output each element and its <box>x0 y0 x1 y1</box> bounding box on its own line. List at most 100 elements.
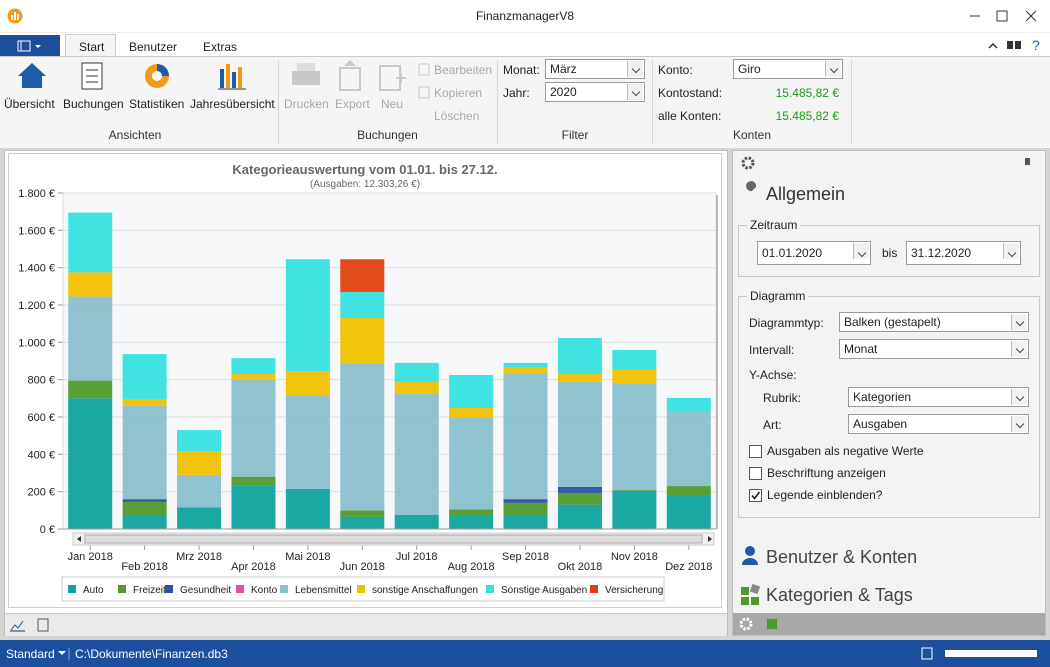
status-mode[interactable]: Standard <box>6 647 55 661</box>
bar-segment <box>394 382 439 394</box>
tab-active[interactable] <box>65 34 116 58</box>
rubrik-select[interactable]: Kategorien <box>848 387 1029 407</box>
separator <box>497 60 498 144</box>
year-select[interactable]: 2020 <box>545 82 645 102</box>
x-tick-label: Dez 2018 <box>665 561 712 573</box>
section-icons <box>741 546 761 605</box>
chart: Kategorieauswertung vom 01.01. bis 27.12… <box>18 162 718 602</box>
x-tick-label: Okt 2018 <box>558 561 603 573</box>
bar-segment <box>231 358 276 375</box>
bar-segment <box>68 272 113 297</box>
y-tick-label: 600 € <box>27 412 55 424</box>
field-label: Konto: <box>658 63 693 77</box>
ribbon-button: Drucken <box>284 97 329 111</box>
date-value: 31.12.2020 <box>911 246 972 260</box>
legend-label: Konto <box>251 585 278 596</box>
ribbon-icons <box>18 60 430 99</box>
bar-segment <box>122 354 167 399</box>
group-label: Konten <box>732 128 772 142</box>
checkbox[interactable] <box>749 467 762 480</box>
y-tick-label: 800 € <box>27 375 55 387</box>
select-value: 2020 <box>550 85 577 99</box>
status-progress <box>921 647 1037 660</box>
ribbon-button[interactable]: Jahresübersicht <box>190 97 275 111</box>
x-tick-label: Mai 2018 <box>285 551 330 563</box>
ribbon-button[interactable]: Übersicht <box>4 97 55 111</box>
checkbox[interactable] <box>749 489 762 502</box>
legend-swatch <box>357 585 365 593</box>
y-tick-label: 0 € <box>40 524 55 536</box>
app-icon <box>7 8 23 24</box>
bar-segment <box>177 430 222 451</box>
bar-segment <box>340 516 385 529</box>
y-tick-label: 1.800 € <box>18 188 55 200</box>
date-to[interactable]: 31.12.2020 <box>906 241 1021 265</box>
x-tick-label: Feb 2018 <box>121 561 167 573</box>
legend-swatch <box>236 585 244 593</box>
checkbox[interactable] <box>749 445 762 458</box>
scroll-left <box>77 536 81 542</box>
separator <box>278 60 279 144</box>
y-tick-label: 1.000 € <box>18 337 55 349</box>
tab[interactable]: Extras <box>203 40 238 54</box>
field-label: Intervall: <box>749 343 795 357</box>
date-from[interactable]: 01.01.2020 <box>757 241 871 265</box>
bar-segment <box>340 291 385 319</box>
panel-section[interactable]: Kategorien & Tags <box>766 585 913 605</box>
chart-type-select[interactable]: Balken (gestapelt) <box>839 312 1029 332</box>
date-value: 01.01.2020 <box>762 246 823 260</box>
ribbon-button[interactable]: Buchungen <box>63 97 124 111</box>
month-select[interactable]: März <box>545 59 645 79</box>
tab[interactable]: Start <box>79 40 105 54</box>
bar-segment <box>666 495 711 529</box>
status-path: C:\Dokumente\Finanzen.db3 <box>75 647 228 661</box>
bar-segment <box>177 474 222 508</box>
legend-label: Lebensmittel <box>295 585 352 596</box>
file-button[interactable] <box>0 35 60 56</box>
art-select[interactable]: Ausgaben <box>848 414 1029 434</box>
window-controls[interactable] <box>960 6 1050 26</box>
status-dropdown[interactable] <box>56 648 70 660</box>
bar-segment <box>612 490 657 529</box>
group-title: Diagramm <box>747 289 809 303</box>
bar-segment <box>177 507 222 529</box>
bar-segment <box>557 492 602 505</box>
title-bar <box>0 0 1050 33</box>
field-label: Kontostand: <box>658 86 723 100</box>
bar-segment <box>503 366 548 374</box>
field-label: Rubrik: <box>763 391 802 405</box>
legend-swatch <box>68 585 76 593</box>
separator <box>851 60 852 144</box>
field-label: Jahr: <box>503 86 530 100</box>
bar-segment <box>449 375 494 409</box>
bar-segment <box>122 499 167 502</box>
window-title: FinanzmanagerV8 <box>475 9 575 23</box>
panel-icons <box>741 156 1030 201</box>
field-label: Diagrammtyp: <box>749 316 824 330</box>
checkbox-label[interactable]: Legende einblenden? <box>767 488 883 502</box>
bar-segment <box>285 395 330 489</box>
tab[interactable]: Benutzer <box>129 40 178 54</box>
chart-subtitle: (Ausgaben: 12.303,26 €) <box>310 179 420 190</box>
bar-segment <box>503 502 548 516</box>
panel-section[interactable]: Benutzer & Konten <box>766 547 918 567</box>
chart-title: Kategorieauswertung vom 01.01. bis 27.12… <box>232 162 497 177</box>
plot-background <box>62 192 717 530</box>
y-tick-label: 200 € <box>27 487 55 499</box>
bar-segment <box>557 338 602 375</box>
account-select[interactable]: Giro <box>733 59 843 79</box>
ribbon-small-button: Kopieren <box>434 86 483 100</box>
bar-segment <box>449 509 494 516</box>
ribbon-button[interactable]: Statistiken <box>129 97 185 111</box>
checkbox-label[interactable]: Ausgaben als negative Werte <box>767 444 924 458</box>
legend-label: Sonstige Ausgaben <box>501 585 587 596</box>
interval-select[interactable]: Monat <box>839 339 1029 359</box>
bar-segment <box>612 383 657 490</box>
help-icons[interactable]: ? <box>985 36 1045 54</box>
bar-segment <box>394 515 439 529</box>
bar-segment <box>122 515 167 529</box>
bar-segment <box>340 259 385 292</box>
field-label: Y-Achse: <box>749 368 797 382</box>
checkbox-label[interactable]: Beschriftung anzeigen <box>767 466 886 480</box>
select-value: Ausgaben <box>853 417 908 431</box>
